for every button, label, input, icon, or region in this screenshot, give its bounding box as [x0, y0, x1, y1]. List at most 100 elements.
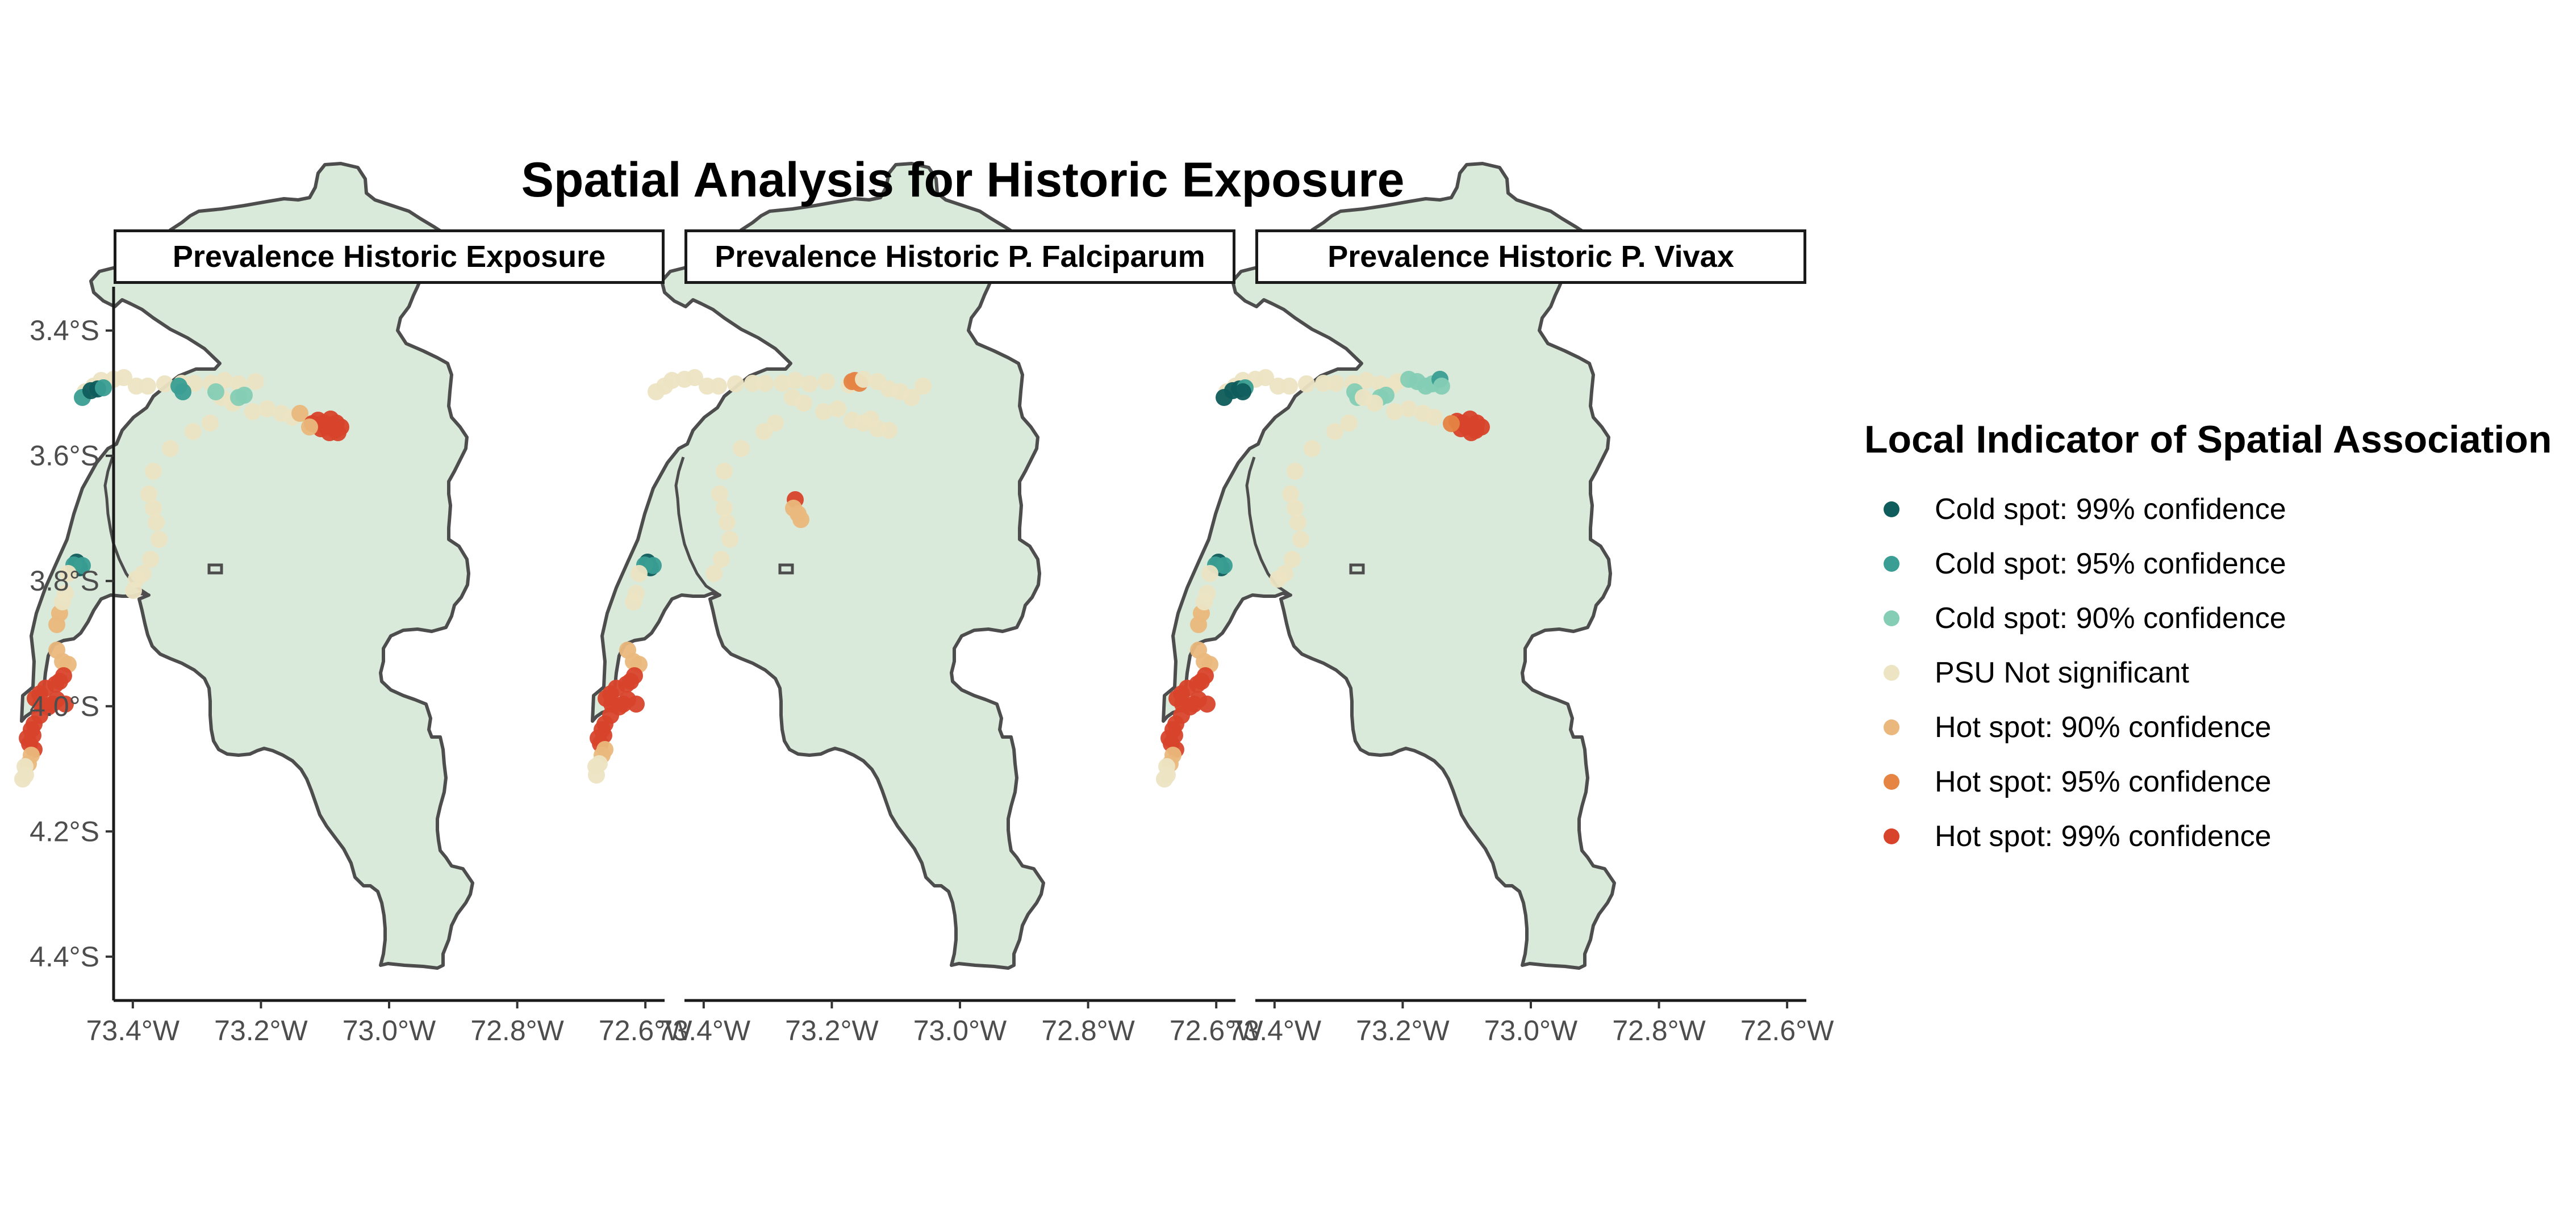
y-tick-label: 3.4°S [30, 315, 99, 346]
x-tick-label: 73.4°W [86, 1015, 180, 1046]
x-tick-label: 72.6°W [599, 1015, 692, 1046]
legend-key-cold-99 [1884, 501, 1899, 517]
spatial-point [14, 771, 31, 788]
spatial-point [329, 424, 346, 441]
islet [778, 563, 794, 575]
y-tick-label: 4.0°S [30, 690, 99, 722]
spatial-point [829, 400, 846, 417]
legend-key-hot-90 [1884, 719, 1899, 735]
spatial-point [140, 485, 157, 503]
spatial-point [727, 375, 744, 392]
legend-item-not-significant: PSU Not significant [1864, 646, 2552, 700]
legend-item-cold-95: Cold spot: 95% confidence [1864, 537, 2552, 591]
x-tick-label: 73.2°W [785, 1015, 879, 1046]
spatial-point [880, 422, 897, 439]
spatial-point [628, 696, 645, 713]
spatial-point [207, 383, 224, 400]
legend-key-hot-95 [1884, 774, 1899, 790]
region-layer [14, 162, 474, 970]
spatial-point [628, 585, 645, 602]
spatial-point [1257, 369, 1274, 386]
x-tick-label: 72.6°W [1170, 1015, 1263, 1046]
map-panel-3: 73.4°W 73.2°W 73.0°W 72.8°W 72.6°W [1156, 162, 1834, 1046]
spatial-point [1366, 395, 1383, 412]
spatial-point [795, 395, 812, 412]
region-layer [1156, 162, 1616, 970]
spatial-point [774, 375, 791, 392]
panel-title-vivax: Prevalence Historic P. Vivax [1255, 229, 1806, 284]
spatial-point [705, 565, 723, 582]
y-tick-label: 3.8°S [30, 565, 99, 597]
spatial-point [60, 565, 77, 582]
x-tick-label: 73.2°W [214, 1015, 308, 1046]
islet [1349, 563, 1365, 575]
spatial-point [903, 389, 920, 406]
spatial-point [174, 383, 191, 400]
spatial-point [156, 375, 173, 392]
spatial-point [1463, 424, 1480, 441]
legend-label: Hot spot: 95% confidence [1935, 765, 2272, 798]
spatial-point [716, 500, 733, 517]
spatial-point [855, 371, 872, 388]
x-tick-label: 72.8°W [1612, 1015, 1706, 1046]
y-tick-label: 4.4°S [30, 941, 99, 973]
spatial-point [162, 440, 179, 457]
spatial-point [1358, 372, 1375, 389]
spatial-point [1341, 415, 1358, 432]
x-tick-label: 73.2°W [1356, 1015, 1450, 1046]
legend-item-hot-99: Hot spot: 99% confidence [1864, 809, 2552, 864]
x-tick-label: 73.0°W [1484, 1015, 1578, 1046]
spatial-point [1326, 423, 1343, 440]
spatial-point [721, 531, 738, 548]
spatial-point [815, 403, 832, 420]
spatial-point [1234, 383, 1251, 400]
spatial-point [151, 531, 168, 548]
spatial-point [744, 375, 761, 392]
spatial-point [125, 582, 142, 599]
spatial-point [1426, 409, 1443, 426]
spatial-point [663, 372, 680, 389]
legend: Local Indicator of Spatial Association C… [1864, 417, 2552, 864]
map-panel-1: 73.4°W 73.2°W 73.0°W 72.8°W 72.6°W 3.4°S 3.6°S… [14, 162, 692, 1046]
spatial-point [711, 485, 728, 503]
spatial-point [1327, 375, 1345, 392]
spatial-point [755, 423, 773, 440]
spatial-point [1287, 463, 1304, 480]
region-layer [587, 162, 1045, 970]
spatial-point [1433, 378, 1450, 395]
spatial-point [915, 378, 932, 395]
y-tick-label: 3.6°S [30, 440, 99, 472]
y-tick-label: 4.2°S [30, 815, 99, 847]
x-tick-label: 72.6°W [1740, 1015, 1834, 1046]
x-tick-label: 72.8°W [470, 1015, 564, 1046]
spatial-point [733, 440, 750, 457]
spatial-point [818, 373, 835, 390]
spatial-point [785, 500, 802, 517]
legend-item-cold-90: Cold spot: 90% confidence [1864, 591, 2552, 646]
legend-key-cold-90 [1884, 610, 1899, 626]
x-tick-label: 73.4°W [1228, 1015, 1322, 1046]
spatial-point [1304, 440, 1321, 457]
spatial-point [247, 373, 264, 390]
spatial-point [145, 500, 162, 517]
spatial-point [244, 403, 261, 420]
figure-title: Spatial Analysis for Historic Exposure [521, 153, 1405, 207]
spatial-point [686, 369, 703, 386]
legend-label: Cold spot: 99% confidence [1935, 493, 2286, 526]
spatial-point [710, 378, 727, 395]
spatial-point [95, 379, 112, 396]
spatial-point [1199, 585, 1216, 602]
x-tick-label: 73.0°W [343, 1015, 436, 1046]
spatial-point [1315, 375, 1332, 392]
islet [207, 563, 223, 575]
spatial-point [291, 405, 308, 422]
spatial-point [713, 551, 730, 568]
spatial-point [57, 585, 74, 602]
spatial-point [139, 378, 156, 395]
spatial-point [1282, 485, 1299, 503]
spatial-point [716, 463, 733, 480]
spatial-point [588, 767, 605, 784]
spatial-point [631, 565, 648, 582]
spatial-point [142, 551, 159, 568]
